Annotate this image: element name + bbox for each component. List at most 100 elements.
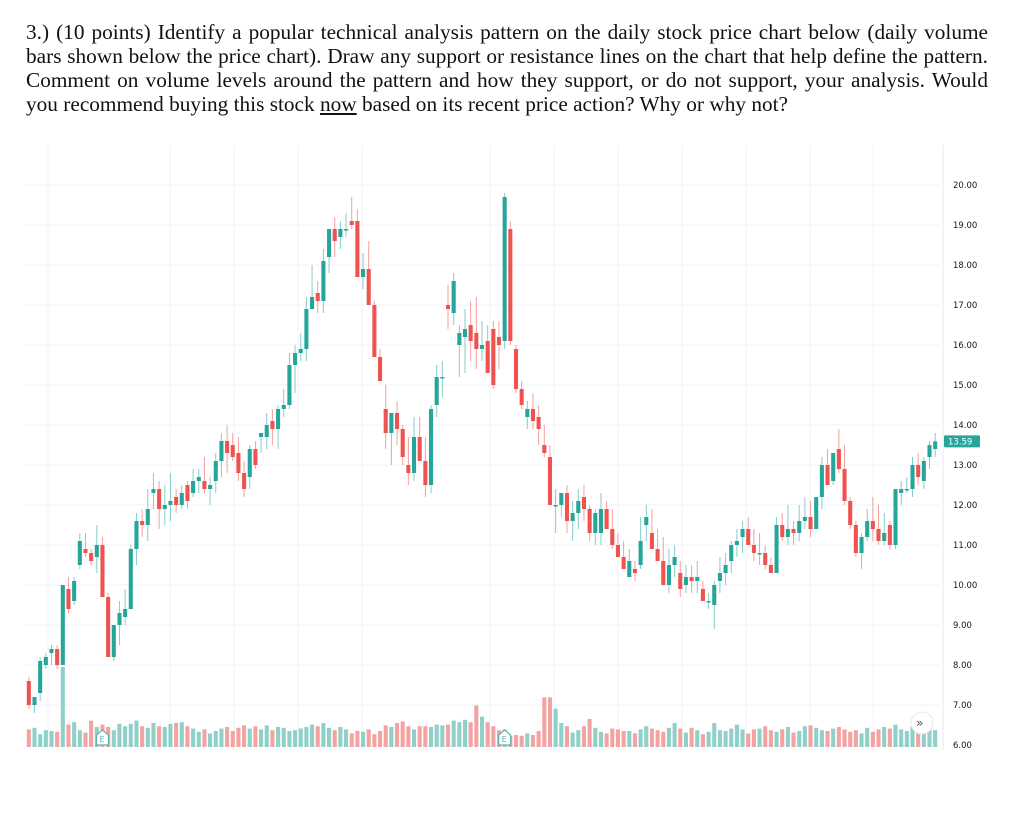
scroll-to-realtime-button[interactable]: »	[910, 711, 934, 735]
candle-body	[293, 353, 298, 365]
volume-bar	[757, 728, 762, 747]
volume-bar	[842, 729, 847, 747]
volume-bar	[774, 731, 779, 747]
candle-body	[94, 545, 99, 557]
volume-bar	[893, 724, 898, 747]
candle-body	[870, 521, 875, 529]
candle-body	[734, 541, 739, 545]
volume-bar	[564, 726, 570, 747]
volume-bar	[814, 727, 819, 747]
price-axis-label: 8.00	[953, 661, 972, 671]
candle-body	[338, 229, 343, 237]
volume-bar	[791, 732, 796, 747]
candle-body	[321, 261, 326, 301]
candle-body	[423, 461, 428, 485]
volume-bar	[287, 731, 292, 747]
candle-body	[700, 589, 705, 601]
candle-body	[587, 509, 592, 533]
candle-body	[264, 425, 269, 437]
candle-body	[372, 305, 377, 357]
last-price-tag	[944, 435, 980, 448]
candle-body	[225, 441, 230, 453]
volume-bar	[887, 728, 892, 747]
candle-body	[60, 585, 65, 665]
svg-text:»: »	[916, 716, 923, 730]
candle-body	[468, 325, 473, 341]
volume-bar	[904, 731, 909, 747]
volume-bar	[43, 730, 48, 747]
candlestick-chart-svg[interactable]: 20.00 19.00 18.00 17.00 16.00 15.00 14.00 13.00…	[0, 140, 1012, 780]
stock-chart[interactable]: 20.00 19.00 18.00 17.00 16.00 15.00 14.00 13.00…	[0, 140, 1012, 780]
volume-bar	[123, 726, 128, 747]
volume-bar	[304, 727, 309, 747]
volume-bar	[281, 727, 286, 747]
price-axis-label: 14.00	[953, 421, 977, 431]
volume-bar	[298, 728, 303, 747]
candle-body	[196, 477, 201, 481]
candle-body	[162, 505, 167, 509]
candle-body	[496, 337, 502, 345]
candle-body	[819, 465, 824, 497]
candle-body	[508, 229, 513, 341]
volume-bar	[865, 727, 870, 747]
volume-bar	[825, 731, 830, 747]
volume-bar	[831, 728, 836, 747]
volume-bar	[479, 716, 485, 747]
candle-body	[593, 513, 598, 533]
volume-bar	[208, 733, 213, 747]
candle-body	[695, 577, 700, 581]
candle-body	[434, 377, 439, 405]
candle-body	[287, 365, 292, 405]
candle-body	[757, 553, 762, 555]
volume-bar	[899, 729, 904, 747]
candle-body	[281, 405, 286, 409]
candle-body	[797, 521, 802, 533]
candle-body	[876, 529, 881, 541]
candle-body	[570, 513, 575, 521]
candle-body	[55, 649, 60, 665]
candle-body	[117, 613, 122, 625]
candle-body	[332, 229, 337, 241]
volume-bar	[202, 729, 207, 747]
candle-body	[174, 497, 179, 505]
candle-body	[485, 341, 490, 373]
candle-body	[344, 229, 349, 231]
candle-body	[621, 557, 626, 569]
candle-body	[26, 681, 31, 705]
candle-body	[457, 333, 462, 345]
volume-bar	[587, 719, 592, 747]
volume-bar	[327, 727, 332, 747]
candle-body	[77, 541, 82, 565]
volume-bar	[259, 729, 264, 747]
candle-body	[202, 481, 207, 489]
candle-body	[814, 497, 819, 529]
candle-body	[689, 577, 694, 581]
candle-body	[916, 465, 921, 477]
volume-bar	[451, 720, 456, 747]
candle-body	[610, 529, 615, 545]
candle-body	[151, 489, 156, 493]
volume-bar	[746, 733, 751, 747]
volume-bar	[734, 724, 739, 747]
volume-bar	[525, 733, 530, 747]
volume-bar	[417, 726, 422, 747]
double-chevron-right-icon[interactable]	[910, 711, 934, 735]
price-axis[interactable]: 20.00 19.00 18.00 17.00 16.00 15.00 14.00 13.00…	[944, 181, 980, 751]
price-axis-label: 17.00	[953, 301, 977, 311]
candle-body	[927, 445, 932, 457]
candle-body	[440, 377, 445, 379]
price-axis-label: 6.00	[953, 741, 972, 751]
candle-body	[349, 221, 354, 225]
candle-body	[327, 229, 332, 257]
volume-bar	[253, 726, 258, 747]
volume-bar	[77, 730, 82, 747]
candle-body	[394, 413, 400, 429]
candle-body	[298, 349, 303, 353]
earnings-marker-icon[interactable]: E	[95, 729, 110, 746]
earnings-marker-icon[interactable]: E	[498, 729, 512, 746]
volume-bar	[151, 723, 156, 747]
candle-body	[706, 601, 711, 603]
candle-body	[859, 537, 864, 553]
volume-bar	[491, 726, 496, 747]
volume-bar	[377, 731, 383, 747]
